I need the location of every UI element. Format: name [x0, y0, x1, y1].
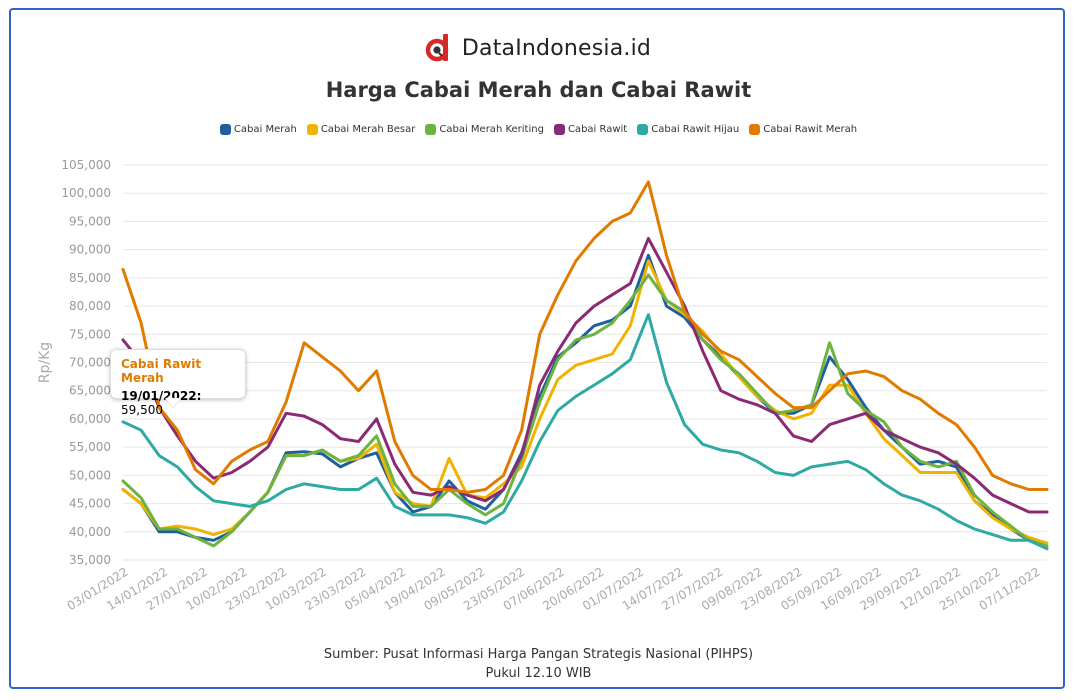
tooltip-series-name: Cabai Rawit Merah [121, 357, 202, 385]
legend-item[interactable]: Cabai Merah Keriting [425, 124, 544, 135]
chart-title: Harga Cabai Merah dan Cabai Rawit [325, 78, 752, 102]
tooltip-arrow [165, 398, 181, 407]
series-line [121, 253, 1049, 551]
y-tick-label: 55,000 [69, 440, 111, 454]
legend-swatch [306, 124, 318, 135]
tooltip-value-line: 19/01/2022: 59,500 [121, 389, 202, 417]
legend-item[interactable]: Cabai Rawit Hijau [637, 124, 739, 135]
legend-swatch [637, 124, 649, 135]
y-tick-label: 35,000 [69, 553, 111, 567]
legend-label: Cabai Rawit Hijau [651, 124, 740, 135]
y-tick-label: 85,000 [69, 271, 111, 285]
legend-item[interactable]: Cabai Rawit Merah [749, 124, 857, 135]
legend-item[interactable]: Cabai Rawit [553, 124, 628, 135]
brand-header: DataIndonesia.id [0, 30, 1077, 66]
legend-swatch [749, 124, 761, 135]
chart-legend: Cabai Merah Cabai Merah Besar Cabai Merah … [0, 124, 1077, 135]
legend-item[interactable]: Cabai Merah [219, 124, 297, 135]
y-tick-label: 100,000 [61, 186, 111, 200]
y-axis-title: Rp/Kg [37, 342, 53, 383]
legend-swatch [219, 124, 231, 135]
legend-swatch [553, 124, 565, 135]
legend-label: Cabai Rawit [567, 124, 628, 135]
chart-tooltip: Cabai Rawit Merah 19/01/2022: 59,500 [110, 349, 246, 417]
y-tick-label: 95,000 [69, 214, 111, 228]
series-line [121, 180, 1049, 494]
source-line: Sumber: Pusat Informasi Harga Pangan Str… [323, 647, 754, 662]
y-tick-label: 65,000 [69, 384, 111, 398]
tooltip-value: 59,500 [121, 403, 163, 417]
legend-label: Cabai Rawit Merah [763, 124, 858, 135]
series-line [121, 313, 1049, 551]
y-tick-label: 40,000 [69, 525, 111, 539]
line-chart: 35,000 40,000 45,000 50,000 55,000 60,000 65,0… [37, 158, 1049, 613]
legend-swatch [425, 124, 437, 135]
y-tick-label: 70,000 [69, 356, 111, 370]
y-tick-label: 45,000 [69, 497, 111, 511]
legend-item[interactable]: Cabai Merah Besar [306, 124, 416, 135]
legend-label: Cabai Merah [233, 124, 297, 135]
tooltip-date: 19/01/2022 [121, 389, 197, 403]
legend-label: Cabai Merah Keriting [439, 124, 544, 135]
y-tick-label: 60,000 [69, 412, 111, 426]
y-tick-label: 80,000 [69, 299, 111, 313]
y-tick-label: 90,000 [69, 243, 111, 257]
y-tick-label: 50,000 [69, 468, 111, 482]
source-note: Sumber: Pusat Informasi Harga Pangan Str… [0, 645, 1077, 683]
source-time: Pukul 12.10 WIB [485, 666, 592, 681]
dataindonesia-logo-icon [425, 34, 449, 62]
y-tick-label: 75,000 [69, 327, 111, 341]
legend-label: Cabai Merah Besar [320, 124, 416, 135]
series-line [121, 236, 1049, 514]
y-tick-label: 105,000 [61, 158, 111, 172]
brand-name: DataIndonesia.id [461, 35, 652, 61]
